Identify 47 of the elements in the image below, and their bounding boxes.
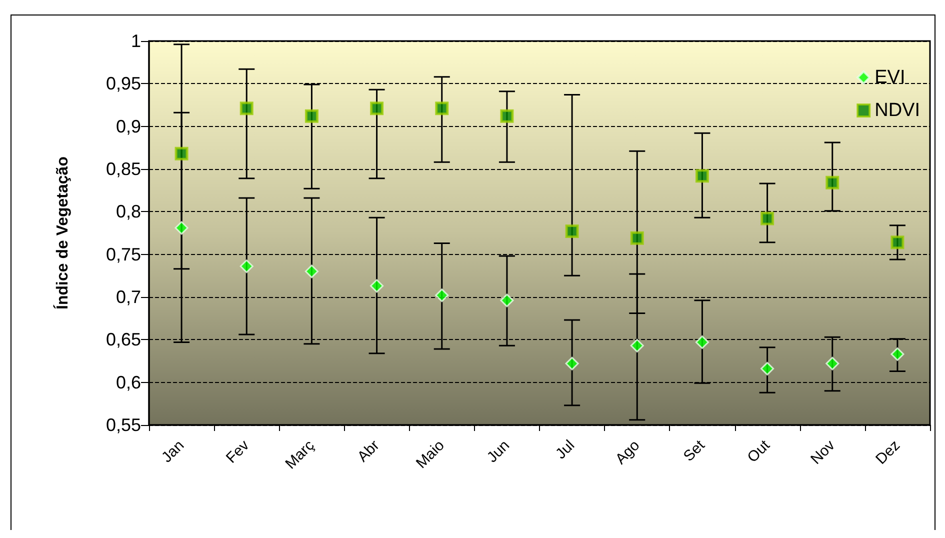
x-tick-label: Set (680, 436, 709, 465)
y-tick-label: 0,6 (116, 372, 141, 392)
y-tick-label: 0,75 (106, 244, 141, 264)
x-tick-label: Fev (222, 436, 253, 467)
point (565, 224, 579, 238)
y-tick-label: 0,7 (116, 287, 141, 307)
x-tick-label: Abr (354, 436, 383, 466)
x-tick-label: Nov (808, 436, 839, 468)
legend-label: NDVI (874, 100, 920, 121)
point (760, 362, 774, 376)
point (240, 102, 254, 116)
y-tick-label: 0,55 (106, 415, 141, 435)
point (174, 221, 188, 235)
legend-label: EVI (874, 67, 906, 88)
y-tick-label: 0,8 (116, 202, 141, 222)
y-tick-label: 0,85 (106, 159, 141, 179)
y-axis-title: Índice de Vegetação (52, 156, 72, 310)
x-tick-label: Jul (552, 436, 578, 463)
x-tick-label: Out (744, 436, 774, 466)
point (500, 109, 514, 123)
point (695, 335, 709, 349)
point (304, 264, 318, 278)
y-tick-label: 0,95 (106, 74, 141, 94)
point (435, 102, 449, 116)
y-tick-label: 0,65 (106, 330, 141, 350)
y-tick-label: 1 (130, 31, 141, 51)
point (695, 169, 709, 183)
point (304, 109, 318, 123)
point (826, 356, 840, 370)
point (500, 294, 514, 308)
point (760, 212, 774, 226)
point (565, 356, 579, 370)
x-tick-label: Dez (872, 436, 904, 468)
point (826, 176, 840, 190)
point (174, 146, 188, 160)
y-tick-label: 0,9 (116, 116, 141, 136)
point (630, 338, 644, 352)
x-tick-label: Jun (484, 436, 513, 466)
point (890, 347, 904, 361)
x-tick-label: Jan (158, 436, 188, 466)
point (630, 231, 644, 245)
point (890, 236, 904, 250)
point (370, 102, 384, 116)
x-tick-label: Ago (612, 436, 644, 468)
point (435, 288, 449, 302)
point (240, 260, 254, 274)
point (370, 279, 384, 293)
